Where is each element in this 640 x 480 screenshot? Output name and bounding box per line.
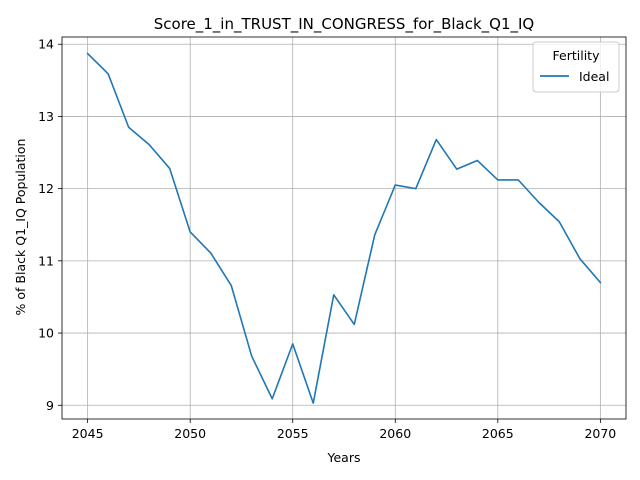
data-point [558, 221, 560, 223]
data-point [312, 402, 314, 404]
data-point [271, 398, 273, 400]
data-point [415, 188, 417, 190]
data-point [128, 126, 130, 128]
x-tick-label: 2050 [174, 426, 206, 441]
data-point [148, 144, 150, 146]
x-tick-label: 2045 [72, 426, 104, 441]
y-tick-label: 14 [38, 37, 54, 52]
data-point [169, 168, 171, 170]
x-tick-label: 2070 [584, 426, 616, 441]
data-point [107, 73, 109, 75]
data-point [87, 53, 89, 55]
y-tick-label: 12 [38, 181, 54, 196]
data-point [230, 285, 232, 287]
legend-series-label: Ideal [579, 69, 609, 84]
data-point [394, 184, 396, 186]
x-axis-label: Years [327, 450, 361, 465]
data-point [599, 282, 601, 284]
x-tick-label: 2065 [482, 426, 514, 441]
data-point [435, 139, 437, 141]
data-point [517, 179, 519, 181]
data-point [251, 355, 253, 357]
y-tick-label: 10 [38, 326, 54, 341]
legend: Fertility Ideal [533, 42, 619, 92]
legend-title: Fertility [553, 48, 601, 63]
y-tick-label: 9 [46, 398, 54, 413]
chart-title: Score_1_in_TRUST_IN_CONGRESS_for_Black_Q… [154, 15, 534, 34]
x-tick-label: 2060 [379, 426, 411, 441]
data-point [210, 252, 212, 254]
data-point [374, 234, 376, 236]
data-point [189, 231, 191, 233]
data-point [456, 168, 458, 170]
data-point [353, 324, 355, 326]
x-tick-label: 2055 [277, 426, 309, 441]
data-point [497, 179, 499, 181]
data-point [292, 343, 294, 345]
y-axis-label: % of Black Q1_IQ Population [13, 139, 28, 316]
data-point [476, 160, 478, 162]
data-point [333, 294, 335, 296]
data-point [579, 258, 581, 260]
y-tick-label: 11 [38, 253, 54, 268]
data-point [538, 201, 540, 203]
y-tick-label: 13 [38, 109, 54, 124]
